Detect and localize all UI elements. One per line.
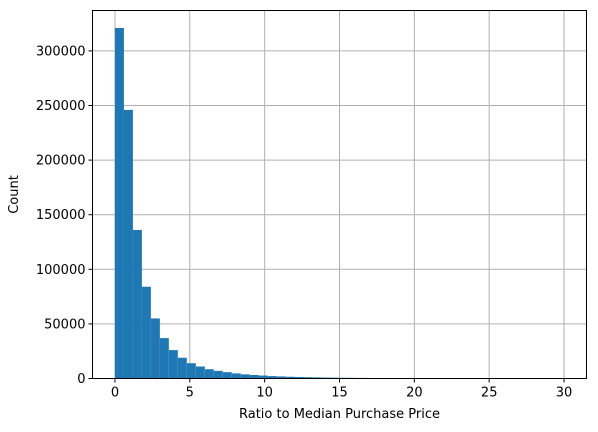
y-tick-label: 300000 bbox=[36, 44, 86, 59]
histogram-bar bbox=[312, 377, 322, 379]
histogram-bar bbox=[168, 350, 178, 379]
histogram-bar bbox=[303, 377, 313, 379]
x-tick-label: 5 bbox=[186, 386, 194, 401]
histogram-bar bbox=[240, 374, 250, 379]
grid bbox=[92, 10, 587, 379]
histogram-bar bbox=[195, 366, 205, 379]
x-tick-label: 10 bbox=[256, 386, 273, 401]
histogram-bar bbox=[276, 376, 286, 379]
x-tick-label: 20 bbox=[406, 386, 423, 401]
y-axis-title: Count bbox=[7, 175, 22, 214]
histogram-bar bbox=[123, 109, 133, 379]
y-axis: 0 50000 100000 150000 200000 250000 300000 bbox=[36, 44, 93, 387]
y-tick-label: 200000 bbox=[36, 154, 86, 169]
histogram-bar bbox=[159, 338, 169, 379]
histogram-bar bbox=[267, 376, 277, 379]
y-tick-label: 0 bbox=[77, 372, 85, 387]
histogram-bar bbox=[204, 369, 214, 379]
histogram-bar bbox=[114, 27, 124, 379]
y-tick-label: 100000 bbox=[36, 263, 86, 278]
histogram-bar bbox=[285, 376, 295, 379]
histogram-bar bbox=[177, 357, 187, 379]
x-axis: 0 5 10 15 20 25 30 bbox=[111, 378, 573, 401]
histogram-bar bbox=[222, 372, 232, 379]
histogram-bar bbox=[186, 363, 196, 379]
histogram-bar bbox=[132, 229, 142, 379]
x-tick-label: 15 bbox=[331, 386, 348, 401]
x-tick-label: 0 bbox=[111, 386, 119, 401]
histogram-bar bbox=[258, 375, 268, 379]
y-tick-label: 50000 bbox=[44, 317, 85, 332]
histogram-bar bbox=[141, 286, 151, 379]
histogram-bar bbox=[213, 370, 223, 379]
x-axis-title: Ratio to Median Purchase Price bbox=[239, 407, 440, 422]
x-tick-label: 25 bbox=[481, 386, 498, 401]
histogram-bar bbox=[231, 373, 241, 379]
histogram-bar bbox=[294, 376, 304, 379]
y-tick-label: 150000 bbox=[36, 208, 86, 223]
histogram-bar bbox=[150, 318, 160, 379]
y-tick-label: 250000 bbox=[36, 99, 86, 114]
x-tick-label: 30 bbox=[556, 386, 573, 401]
histogram-bar bbox=[249, 375, 259, 379]
